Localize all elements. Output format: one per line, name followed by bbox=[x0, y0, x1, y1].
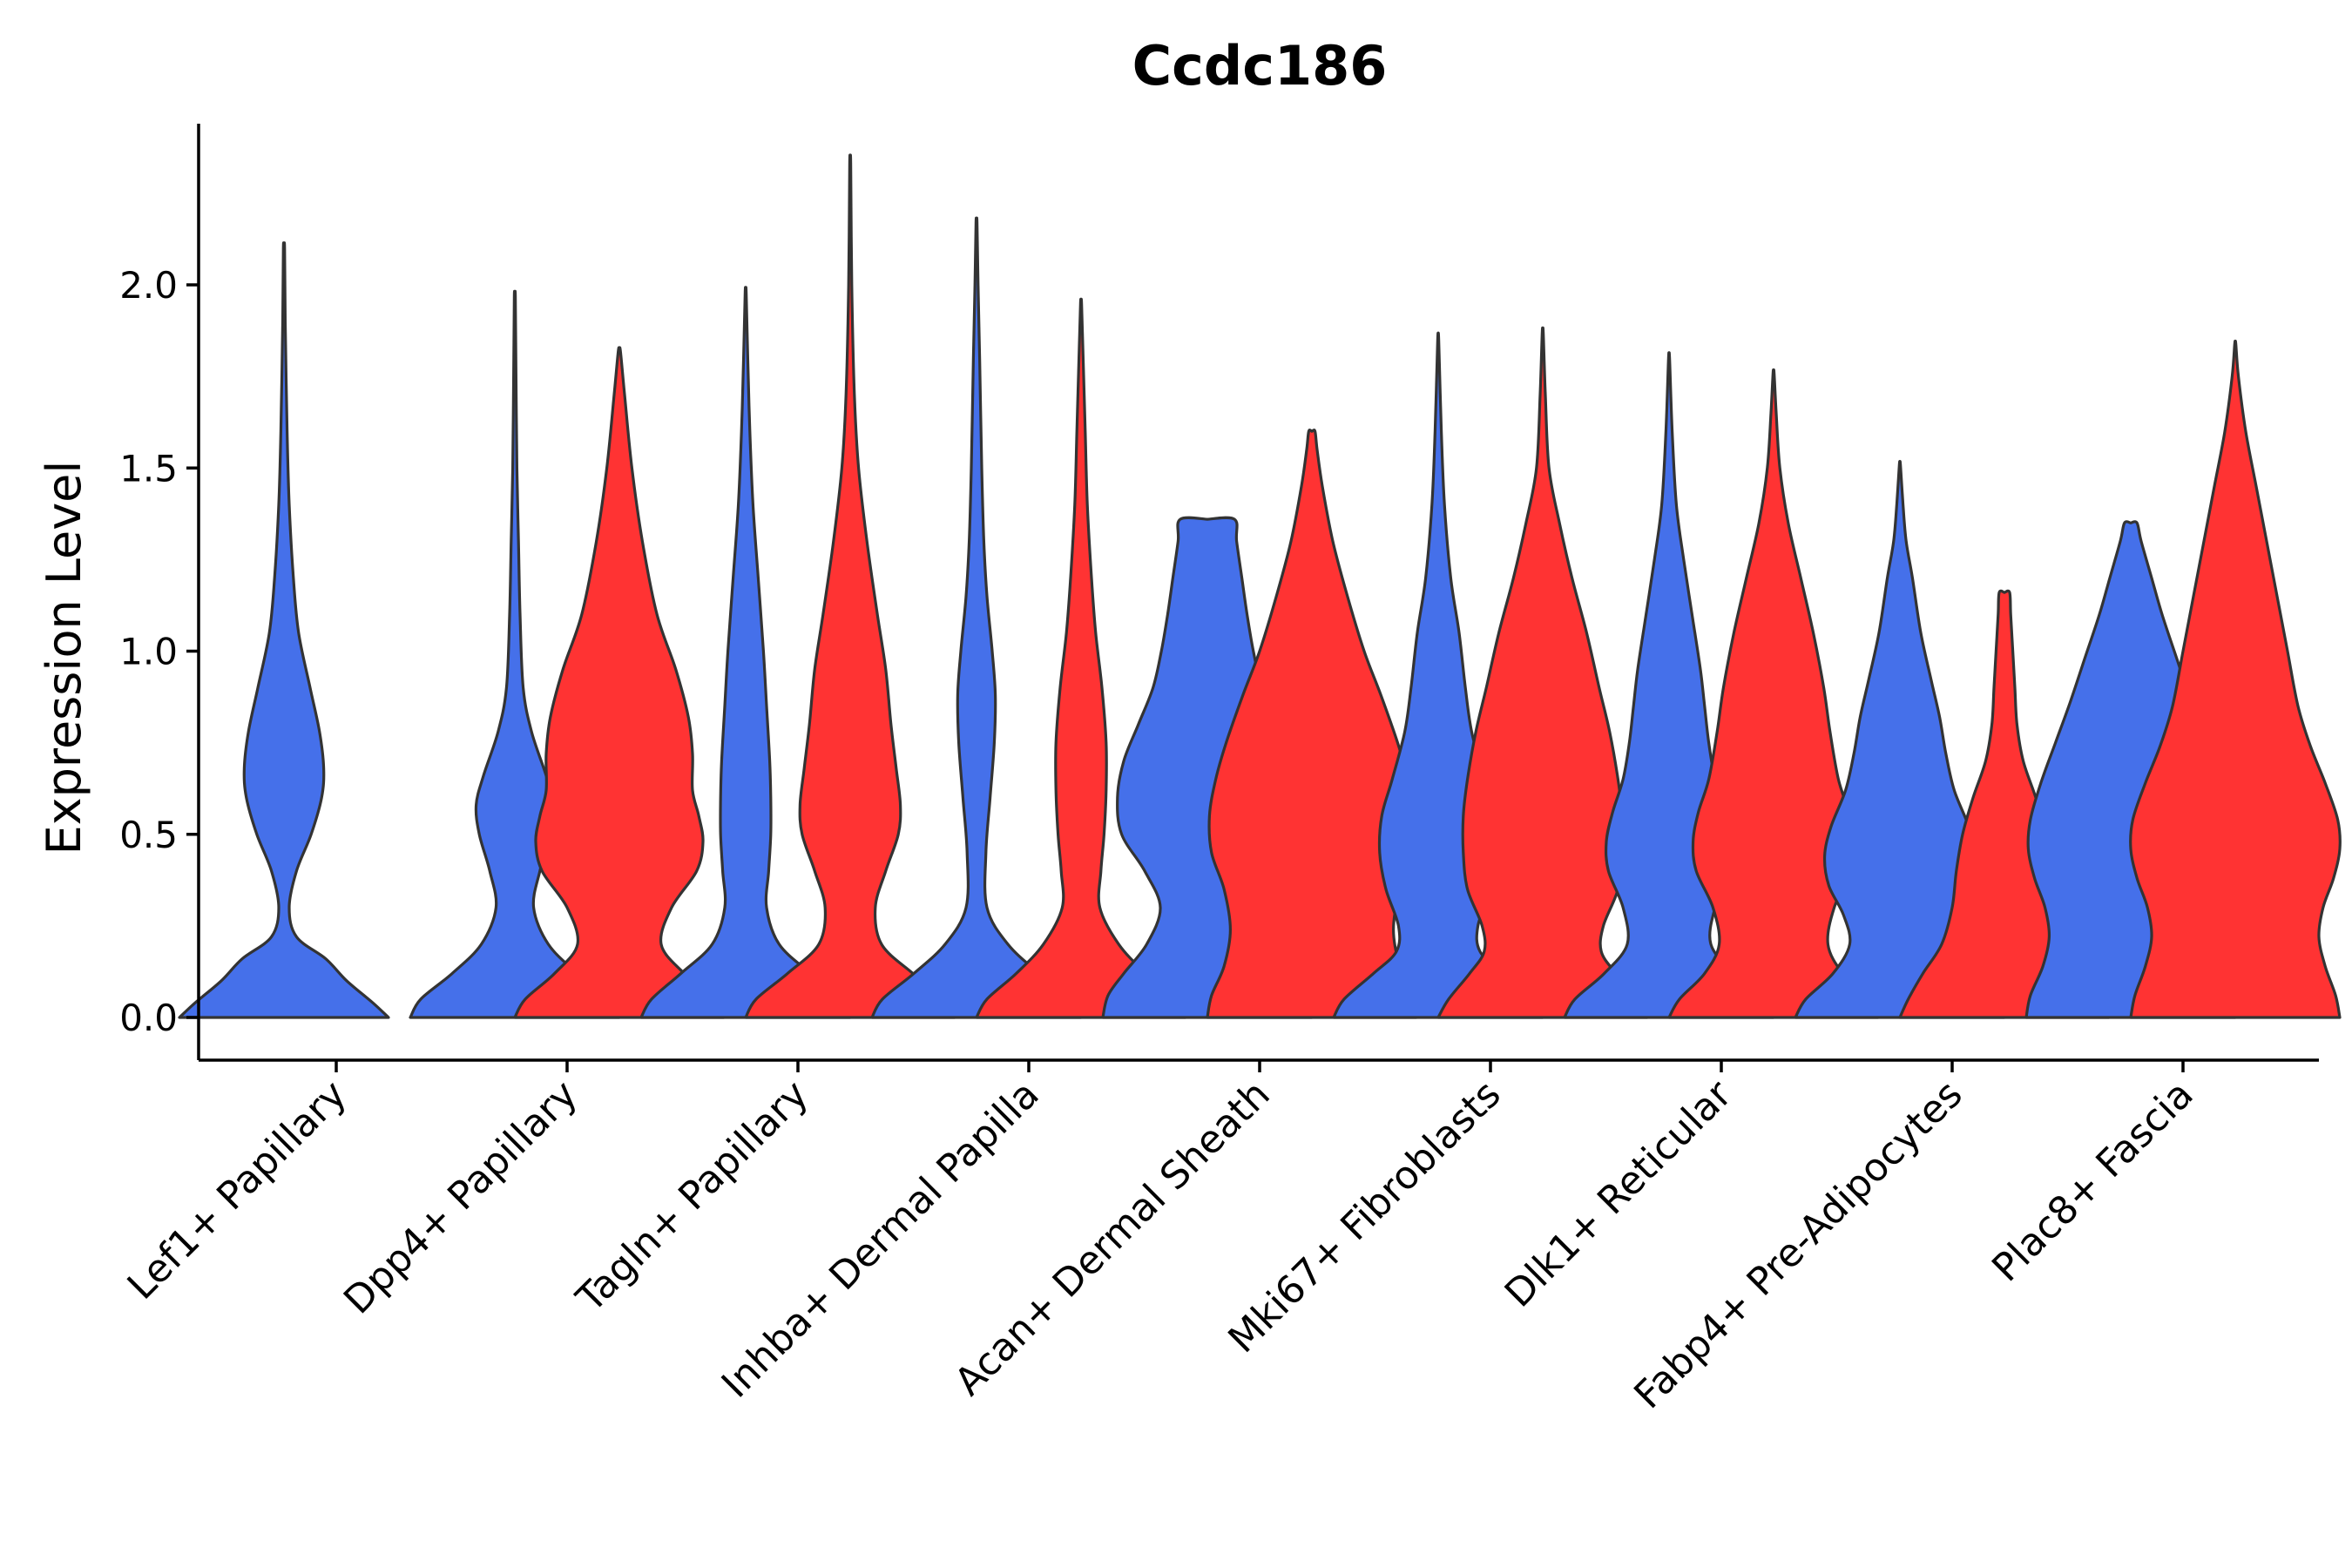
violin-blue-2 bbox=[639, 286, 852, 1019]
violin-red-3 bbox=[975, 297, 1187, 1019]
x-tick-label: Tagln+ Papillary bbox=[568, 1072, 817, 1321]
violin-blue-3 bbox=[870, 216, 1083, 1019]
violin-red-8 bbox=[2129, 339, 2342, 1019]
x-tick-label: Plac8+ Fascia bbox=[1984, 1072, 2202, 1291]
violin-blue-0 bbox=[178, 241, 390, 1019]
y-tick-label: 2.0 bbox=[119, 264, 178, 307]
violin-red-2 bbox=[744, 153, 956, 1019]
violin-group bbox=[178, 153, 2342, 1019]
y-axis-label: Expression Level bbox=[37, 461, 91, 855]
chart-title: Ccdc186 bbox=[1132, 34, 1388, 98]
x-tick-label: Dpp4+ Papillary bbox=[335, 1072, 586, 1323]
y-tick-label: 0.0 bbox=[119, 997, 178, 1039]
x-tick-label: Dlk1+ Reticular bbox=[1497, 1071, 1741, 1316]
violin-red-1 bbox=[513, 346, 726, 1019]
y-tick-label: 1.5 bbox=[119, 447, 178, 490]
y-tick-label: 1.0 bbox=[119, 631, 178, 673]
y-tick-label: 0.5 bbox=[119, 814, 178, 856]
violin-red-4 bbox=[1206, 429, 1418, 1019]
y-ticks: 0.0 0.5 1.0 1.5 2.0 bbox=[119, 264, 199, 1039]
x-tick-label: Lef1+ Papillary bbox=[119, 1072, 355, 1308]
